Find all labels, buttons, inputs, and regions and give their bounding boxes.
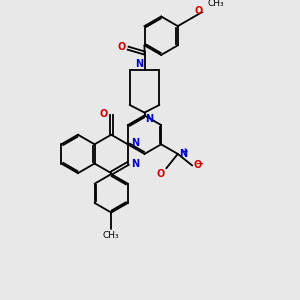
Text: −: −: [196, 158, 204, 169]
Text: N: N: [131, 138, 139, 148]
Text: O: O: [117, 42, 125, 52]
Text: O: O: [195, 5, 203, 16]
Text: N: N: [179, 149, 187, 159]
Text: CH₃: CH₃: [207, 0, 224, 8]
Text: N: N: [146, 114, 154, 124]
Text: O: O: [99, 109, 107, 118]
Text: +: +: [182, 146, 188, 155]
Text: CH₃: CH₃: [103, 231, 119, 240]
Text: N: N: [131, 158, 139, 169]
Text: N: N: [135, 59, 143, 69]
Text: O: O: [156, 169, 164, 179]
Text: O: O: [193, 160, 201, 170]
